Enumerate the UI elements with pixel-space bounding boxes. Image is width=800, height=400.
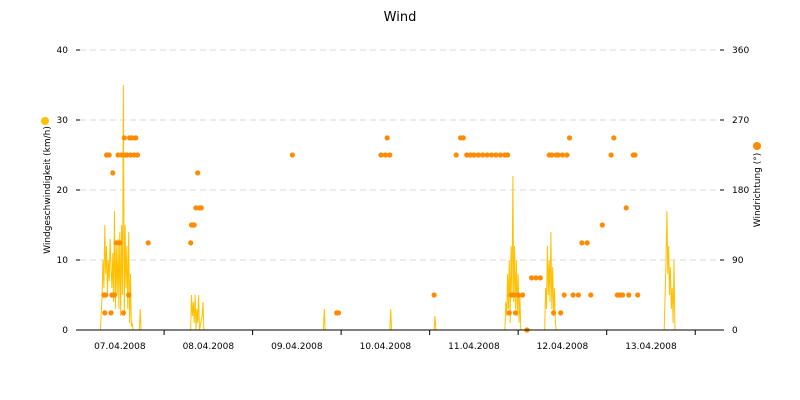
direction-point bbox=[198, 205, 204, 211]
y-left-tick-label: 40 bbox=[57, 46, 69, 56]
speed-series bbox=[99, 84, 676, 331]
direction-point bbox=[484, 152, 490, 158]
direction-point bbox=[566, 135, 573, 141]
direction-point bbox=[106, 152, 112, 158]
direction-point bbox=[195, 170, 201, 176]
direction-point bbox=[512, 310, 519, 316]
direction-point bbox=[584, 240, 590, 246]
direction-point bbox=[102, 310, 108, 316]
direction-point bbox=[623, 205, 629, 211]
direction-point bbox=[103, 292, 109, 298]
direction-point bbox=[505, 152, 511, 158]
direction-point bbox=[471, 152, 477, 158]
direction-point bbox=[528, 275, 535, 281]
chart-title: Wind bbox=[384, 10, 417, 25]
direction-point bbox=[188, 240, 194, 246]
direction-point bbox=[111, 292, 118, 298]
direction-point bbox=[635, 292, 641, 298]
direction-legend-marker bbox=[753, 142, 761, 150]
direction-point bbox=[133, 135, 139, 141]
y-left-tick-label: 30 bbox=[57, 116, 69, 126]
direction-point bbox=[515, 292, 521, 298]
direction-point bbox=[382, 152, 388, 158]
y-right-tick-label: 0 bbox=[732, 326, 738, 336]
direction-point bbox=[620, 292, 626, 298]
direction-point bbox=[555, 152, 561, 158]
direction-point bbox=[506, 310, 512, 316]
direction-point bbox=[558, 310, 564, 316]
speed-line bbox=[99, 84, 676, 331]
direction-point bbox=[599, 222, 605, 228]
direction-point bbox=[588, 292, 594, 298]
direction-point bbox=[549, 152, 555, 158]
direction-point bbox=[108, 310, 114, 316]
direction-point bbox=[129, 135, 135, 141]
x-tick-label: 10.04.2008 bbox=[360, 342, 412, 352]
direction-point bbox=[289, 152, 295, 158]
direction-point bbox=[384, 135, 390, 141]
direction-point bbox=[579, 240, 585, 246]
direction-point bbox=[564, 152, 570, 158]
axes bbox=[76, 49, 724, 335]
direction-point bbox=[387, 152, 393, 158]
direction-point bbox=[145, 240, 151, 246]
left-axis-title: Windgeschwindigkeit (km/h) bbox=[41, 117, 53, 254]
direction-point bbox=[475, 152, 481, 158]
direction-series bbox=[101, 135, 641, 333]
direction-point bbox=[497, 152, 504, 158]
direction-point bbox=[626, 292, 632, 298]
x-tick-label: 07.04.2008 bbox=[94, 342, 146, 352]
right-axis-title: Windrichtung (°) bbox=[753, 142, 763, 227]
direction-point bbox=[533, 275, 539, 281]
direction-point bbox=[431, 292, 437, 298]
x-tick-label: 09.04.2008 bbox=[271, 342, 323, 352]
gridlines bbox=[80, 49, 720, 261]
y-left-tick-label: 20 bbox=[57, 186, 69, 196]
direction-point bbox=[561, 292, 567, 298]
x-tick-label: 11.04.2008 bbox=[448, 342, 500, 352]
y-right-tick-label: 270 bbox=[732, 116, 749, 126]
direction-point bbox=[460, 135, 466, 141]
left-axis-label: Windgeschwindigkeit (km/h) bbox=[43, 126, 53, 254]
direction-point bbox=[611, 135, 617, 141]
direction-point bbox=[453, 152, 459, 158]
direction-point bbox=[117, 240, 123, 246]
direction-point bbox=[464, 152, 470, 158]
y-right-tick-label: 360 bbox=[732, 46, 749, 56]
direction-point bbox=[551, 310, 557, 316]
direction-point bbox=[493, 152, 499, 158]
y-left-tick-label: 0 bbox=[62, 326, 68, 336]
direction-point bbox=[378, 152, 384, 158]
direction-point bbox=[570, 292, 576, 298]
direction-point bbox=[511, 292, 517, 298]
direction-point bbox=[537, 275, 543, 281]
y-right-tick-label: 90 bbox=[732, 256, 744, 266]
direction-point bbox=[126, 292, 132, 298]
x-tick-label: 13.04.2008 bbox=[625, 342, 677, 352]
direction-point bbox=[121, 135, 127, 141]
direction-point bbox=[608, 152, 614, 158]
direction-point bbox=[520, 292, 526, 298]
direction-point bbox=[124, 152, 130, 158]
right-axis-label: Windrichtung (°) bbox=[753, 153, 763, 228]
direction-point bbox=[120, 310, 126, 316]
direction-point bbox=[110, 170, 116, 176]
y-right-tick-label: 180 bbox=[732, 186, 749, 196]
x-tick-label: 08.04.2008 bbox=[183, 342, 235, 352]
direction-point bbox=[480, 152, 486, 158]
direction-point bbox=[632, 152, 638, 158]
x-tick-label: 12.04.2008 bbox=[537, 342, 589, 352]
direction-point bbox=[134, 152, 141, 158]
tick-labels: 0 0 10 90 20 180 30 270 40 360 07.04.2008 08.04.200… bbox=[57, 46, 750, 352]
direction-point bbox=[575, 292, 582, 298]
direction-point bbox=[191, 222, 197, 228]
y-left-tick-label: 10 bbox=[57, 256, 69, 266]
direction-point bbox=[335, 310, 342, 316]
direction-point bbox=[559, 152, 566, 158]
direction-point bbox=[489, 152, 495, 158]
speed-legend-marker bbox=[41, 117, 49, 125]
